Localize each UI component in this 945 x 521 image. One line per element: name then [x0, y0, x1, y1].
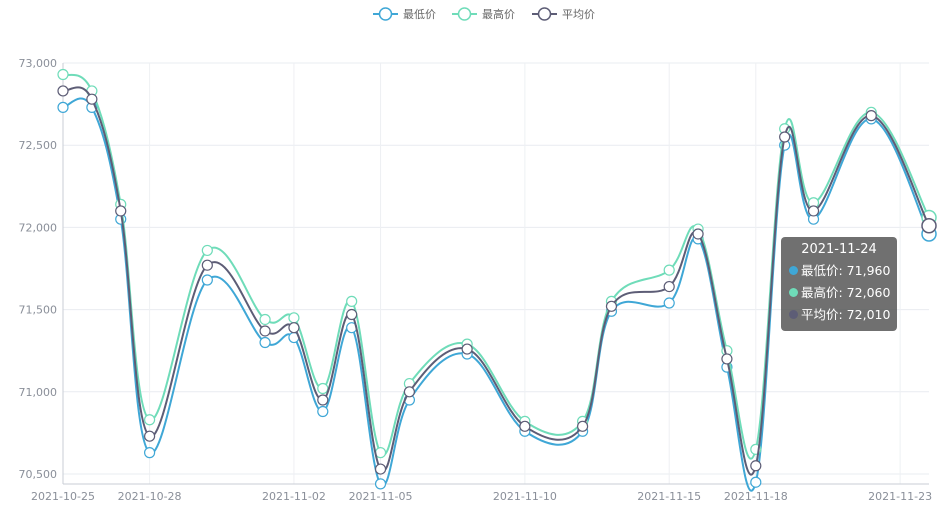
y-tick-label: 72,500: [19, 139, 58, 152]
data-point: [663, 280, 675, 293]
grid-lines: [62, 62, 929, 484]
tooltip-row-avg: 平均价: 72,010: [789, 304, 891, 326]
data-point: [519, 420, 531, 432]
x-tick-label: 2021-11-18: [724, 490, 788, 503]
legend-label: 最低价: [403, 8, 436, 21]
data-point: [461, 343, 473, 355]
data-point: [144, 414, 156, 426]
data-point: [317, 394, 329, 406]
legend-marker: [378, 7, 393, 21]
y-tick-label: 71,000: [19, 386, 58, 399]
y-tick-label: 72,000: [19, 221, 58, 234]
data-point: [317, 382, 329, 395]
tooltip-date: 2021-11-24: [801, 242, 877, 257]
x-tick-label: 2021-11-05: [349, 490, 413, 503]
data-point: [259, 336, 271, 349]
data-point: [144, 447, 156, 459]
data-point: [144, 430, 156, 442]
data-point: [374, 463, 387, 475]
tooltip-dot-low: [789, 266, 798, 275]
series-3: [57, 85, 937, 476]
data-point: [288, 312, 300, 324]
data-point: [374, 478, 387, 490]
tooltip-row-low: 最低价: 71,960: [789, 260, 891, 282]
series-group: [57, 68, 937, 492]
data-point: [57, 85, 69, 97]
data-point: [721, 353, 733, 365]
x-tick-label: 2021-10-28: [118, 490, 182, 503]
data-point: [86, 93, 98, 105]
tooltip-row-high: 最高价: 72,060: [789, 282, 891, 304]
data-point: [779, 131, 791, 143]
data-point: [750, 460, 762, 472]
data-point: [865, 110, 877, 122]
tooltip-text-low: 最低价: 71,960: [801, 263, 891, 278]
data-point: [201, 244, 213, 257]
x-tick-label: 2021-11-02: [262, 490, 326, 503]
data-point: [57, 101, 69, 113]
x-tick-label: 2021-10-25: [31, 490, 95, 503]
data-point: [663, 297, 675, 309]
data-point: [750, 476, 762, 488]
data-point: [259, 313, 271, 326]
data-point: [288, 322, 300, 334]
data-point: [807, 205, 820, 217]
data-point: [259, 325, 271, 337]
data-point: [605, 300, 618, 312]
data-point: [115, 205, 127, 217]
legend-label: 最高价: [482, 7, 515, 21]
tooltip-dot-high: [789, 288, 798, 297]
y-tick-label: 73,000: [19, 57, 58, 70]
x-tick-label: 2021-11-15: [637, 490, 701, 503]
axes: 70,500 71,000 71,500 72,000 72,500 73,000 2021…: [19, 57, 933, 503]
tooltip-dot-avg: [789, 310, 798, 319]
x-tick-label: 2021-11-10: [493, 490, 557, 503]
legend-marker: [457, 7, 472, 21]
tooltip-text-high: 最高价: 72,060: [801, 285, 891, 300]
legend-marker: [537, 7, 552, 21]
data-point: [576, 420, 589, 432]
data-point: [921, 218, 937, 234]
data-point: [403, 386, 415, 398]
y-tick-label: 70,500: [19, 468, 58, 481]
legend-label: 平均价: [562, 8, 595, 21]
data-point: [346, 295, 358, 307]
y-tick-label: 71,500: [19, 304, 58, 317]
tooltip: 2021-11-24 最低价: 71,960 最高价: 72,060 平均价: …: [781, 237, 897, 331]
data-point: [201, 274, 213, 286]
data-point: [692, 228, 704, 240]
data-point: [57, 68, 69, 81]
legend[interactable]: 最低价 最高价 平均价: [373, 7, 595, 21]
series-line: [62, 86, 930, 476]
data-point: [201, 259, 213, 271]
tooltip-text-avg: 平均价: 72,010: [801, 307, 891, 322]
data-point: [346, 308, 358, 321]
data-point: [317, 405, 329, 418]
data-point: [663, 264, 675, 276]
x-tick-label: 2021-11-23: [868, 490, 932, 503]
